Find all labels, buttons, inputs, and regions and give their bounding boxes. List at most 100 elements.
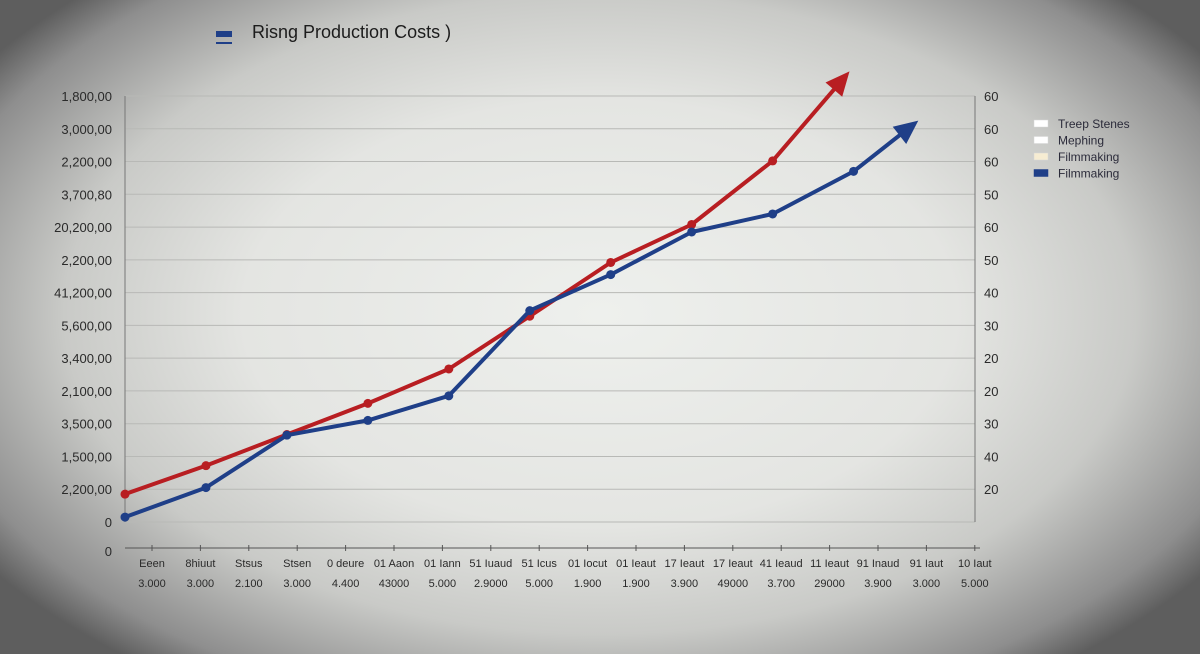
x-axis-value-label: 5.000 [961,578,989,590]
series-arrowhead [825,71,850,97]
x-axis-value-label: 43000 [379,578,410,590]
x-axis-label: Stsen [283,558,311,570]
left-axis-label: 2,200,00 [61,253,112,268]
title-legend-marker [216,31,232,37]
series-layer [120,71,919,522]
data-point [363,398,373,408]
series-arrowhead [892,120,919,144]
x-axis-label: 51 Icus [521,558,557,570]
x-axis-label: 17 Ieaut [713,558,753,570]
data-point [849,166,859,176]
x-axis-value-label: 1.900 [574,578,602,590]
right-axis-label: 30 [984,318,998,333]
x-axis-label: 8hiuut [185,558,215,570]
data-point [444,364,454,374]
x-axis-value-label: 2.9000 [474,578,508,590]
data-point [444,391,454,401]
x-axis-label: 91 Inaud [857,558,900,570]
right-axis-label: 40 [984,286,998,301]
legend: Treep Stenes Mephing Filmmaking Filmmaking [1033,117,1130,181]
x-axis-value-label: 3.700 [767,578,795,590]
x-axis-label: 10 Iaut [958,558,992,570]
right-axis-label: 50 [984,253,998,268]
x-axis-label: 17 Ieaut [665,558,705,570]
legend-swatch [1033,169,1049,177]
data-point [687,219,697,229]
x-axis-label: 51 Iuaud [469,558,512,570]
data-point [768,209,778,219]
x-axis-label: 01 Ieaut [616,558,656,570]
left-axis-label: 3,000,00 [61,122,112,137]
data-point [201,461,211,471]
x-axis-value-label: 3.900 [671,578,699,590]
x-axis-value-label: 3.000 [913,578,941,590]
x-axis-value-label: 3.000 [283,578,311,590]
right-axis-labels: 60 60 60 50 60 50 40 30 20 20 30 40 20 [984,89,998,497]
x-axis-label: 11 Ieaut [810,558,849,570]
left-axis-label: 3,700,80 [61,187,112,202]
chart-title: Risng Production Costs ) [252,22,451,42]
left-axis-label: 41,200,00 [54,286,112,301]
left-axis-label: 3,400,00 [61,351,112,366]
x-axis-label: 0 deure [327,558,364,570]
right-axis-label: 60 [984,89,998,104]
x-axis-value-label: 49000 [718,578,749,590]
axes [124,96,980,551]
data-point [687,227,697,237]
x-axis-label: 01 Iocut [568,558,607,570]
right-axis-label: 20 [984,384,998,399]
x-axis-label: 41 Ieaud [760,558,803,570]
legend-label: Filmmaking [1058,167,1119,181]
grid-lines [125,95,975,523]
x-axis-value-label: 2.100 [235,578,263,590]
right-axis-label: 60 [984,155,998,170]
x-axis-zero-label: 0 [105,544,112,559]
legend-swatch [1033,119,1049,128]
left-axis-label: 1,500,00 [61,449,112,464]
title-legend-marker-underline [216,42,232,44]
x-axis-value-label: 5.000 [429,578,457,590]
x-axis-value-label: 3.000 [138,578,166,590]
legend-swatch [1033,152,1049,161]
x-axis-value-label: 3.900 [864,578,892,590]
x-axis-value-label: 4.400 [332,578,360,590]
x-axis-value-label: 29000 [814,578,845,590]
legend-label: Treep Stenes [1058,117,1130,131]
x-axis-label: Stsus [235,558,263,570]
left-axis-label: 20,200,00 [54,220,112,235]
right-axis-label: 20 [984,482,998,497]
left-axis-label: 5,600,00 [61,318,112,333]
x-axis-label: Eeen [139,558,165,570]
data-point [768,156,778,166]
left-axis-label: 2,200,00 [61,482,112,497]
series-line [123,84,839,497]
left-axis-labels: 1,800,00 3,000,00 2,200,00 3,700,80 20,200,0… [54,89,112,559]
data-point [201,483,211,493]
left-axis-label: 0 [105,515,112,530]
x-axis-value-label: 3.000 [187,578,215,590]
data-point [363,415,373,425]
left-axis-label: 1,800,00 [61,89,112,104]
series-0 [120,71,850,499]
data-point [525,306,535,316]
right-axis-label: 20 [984,351,998,366]
legend-swatch [1033,136,1049,144]
x-axis-label: 01 Iann [424,558,461,570]
x-axis-labels: Eeen 3.000 8hiuut 3.000 Stsus 2.100 Stsen 3.000… [138,558,991,590]
data-point [120,512,130,522]
data-point [606,270,616,280]
x-axis-value-label: 5.000 [525,578,553,590]
right-axis-label: 60 [984,220,998,235]
right-axis-label: 40 [984,449,998,464]
left-axis-label: 2,200,00 [61,155,112,170]
x-axis-label: 91 Iaut [910,558,944,570]
left-axis-label: 2,100,00 [61,384,112,399]
x-axis-value-label: 1.900 [622,578,650,590]
data-point [282,430,292,440]
data-point [120,489,130,499]
right-axis-label: 60 [984,122,998,137]
x-axis-label: 01 Aaon [374,558,414,570]
left-axis-label: 3,500,00 [61,417,112,432]
